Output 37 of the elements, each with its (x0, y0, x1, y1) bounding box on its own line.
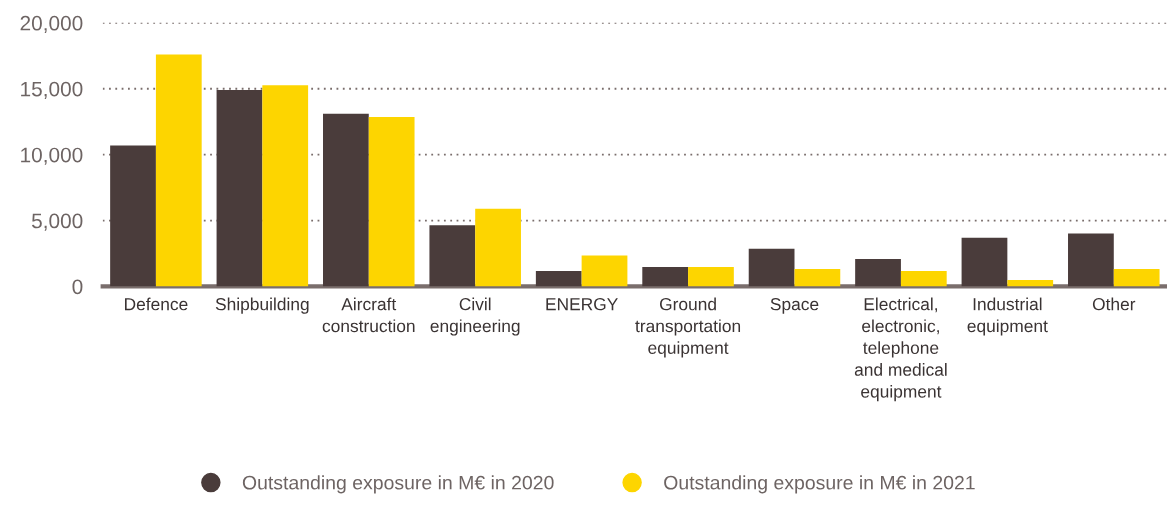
bar (642, 267, 689, 287)
bar (323, 113, 369, 287)
bar (429, 225, 476, 287)
y-tick-label: 20,000 (20, 15, 83, 34)
x-tick-label: Space (770, 298, 819, 314)
x-tick-label: Other (1092, 297, 1136, 311)
y-tick-label: 15,000 (21, 81, 83, 99)
bar (110, 145, 156, 287)
bar (794, 268, 841, 287)
x-tick-label: Ground transportation equipment (635, 297, 741, 358)
legend-label: Outstanding exposure in M€ in 2021 (664, 475, 975, 494)
bar (1068, 233, 1114, 287)
bar (535, 271, 582, 287)
bar (900, 270, 947, 287)
bar (1113, 268, 1160, 287)
x-tick-label: Aircraft construction (322, 297, 415, 333)
legend-label: Outstanding exposure in M€ in 2020 (242, 475, 554, 494)
y-tick-label: 0 (72, 279, 83, 295)
bar (262, 85, 309, 287)
x-tick-label: Defence (125, 297, 188, 311)
x-tick-label: Industrial equipment (967, 297, 1048, 336)
bar (1007, 280, 1054, 287)
x-tick-label: Electrical, electronic, telephone and medical equipment (854, 297, 947, 402)
x-tick-label: Shipbuilding (215, 297, 309, 314)
x-tick-label: ENERGY (546, 298, 618, 311)
bar (368, 116, 415, 287)
bar (961, 237, 1008, 287)
y-tick-label: 5,000 (31, 213, 83, 231)
bar (688, 267, 734, 287)
bar (748, 248, 795, 287)
bar (581, 255, 628, 287)
bar (155, 54, 202, 287)
y-tick-label: 10,000 (21, 147, 83, 165)
x-tick-label: Civil engineering (430, 297, 520, 336)
bar (475, 208, 521, 287)
bar (216, 90, 263, 287)
bar (855, 259, 901, 287)
